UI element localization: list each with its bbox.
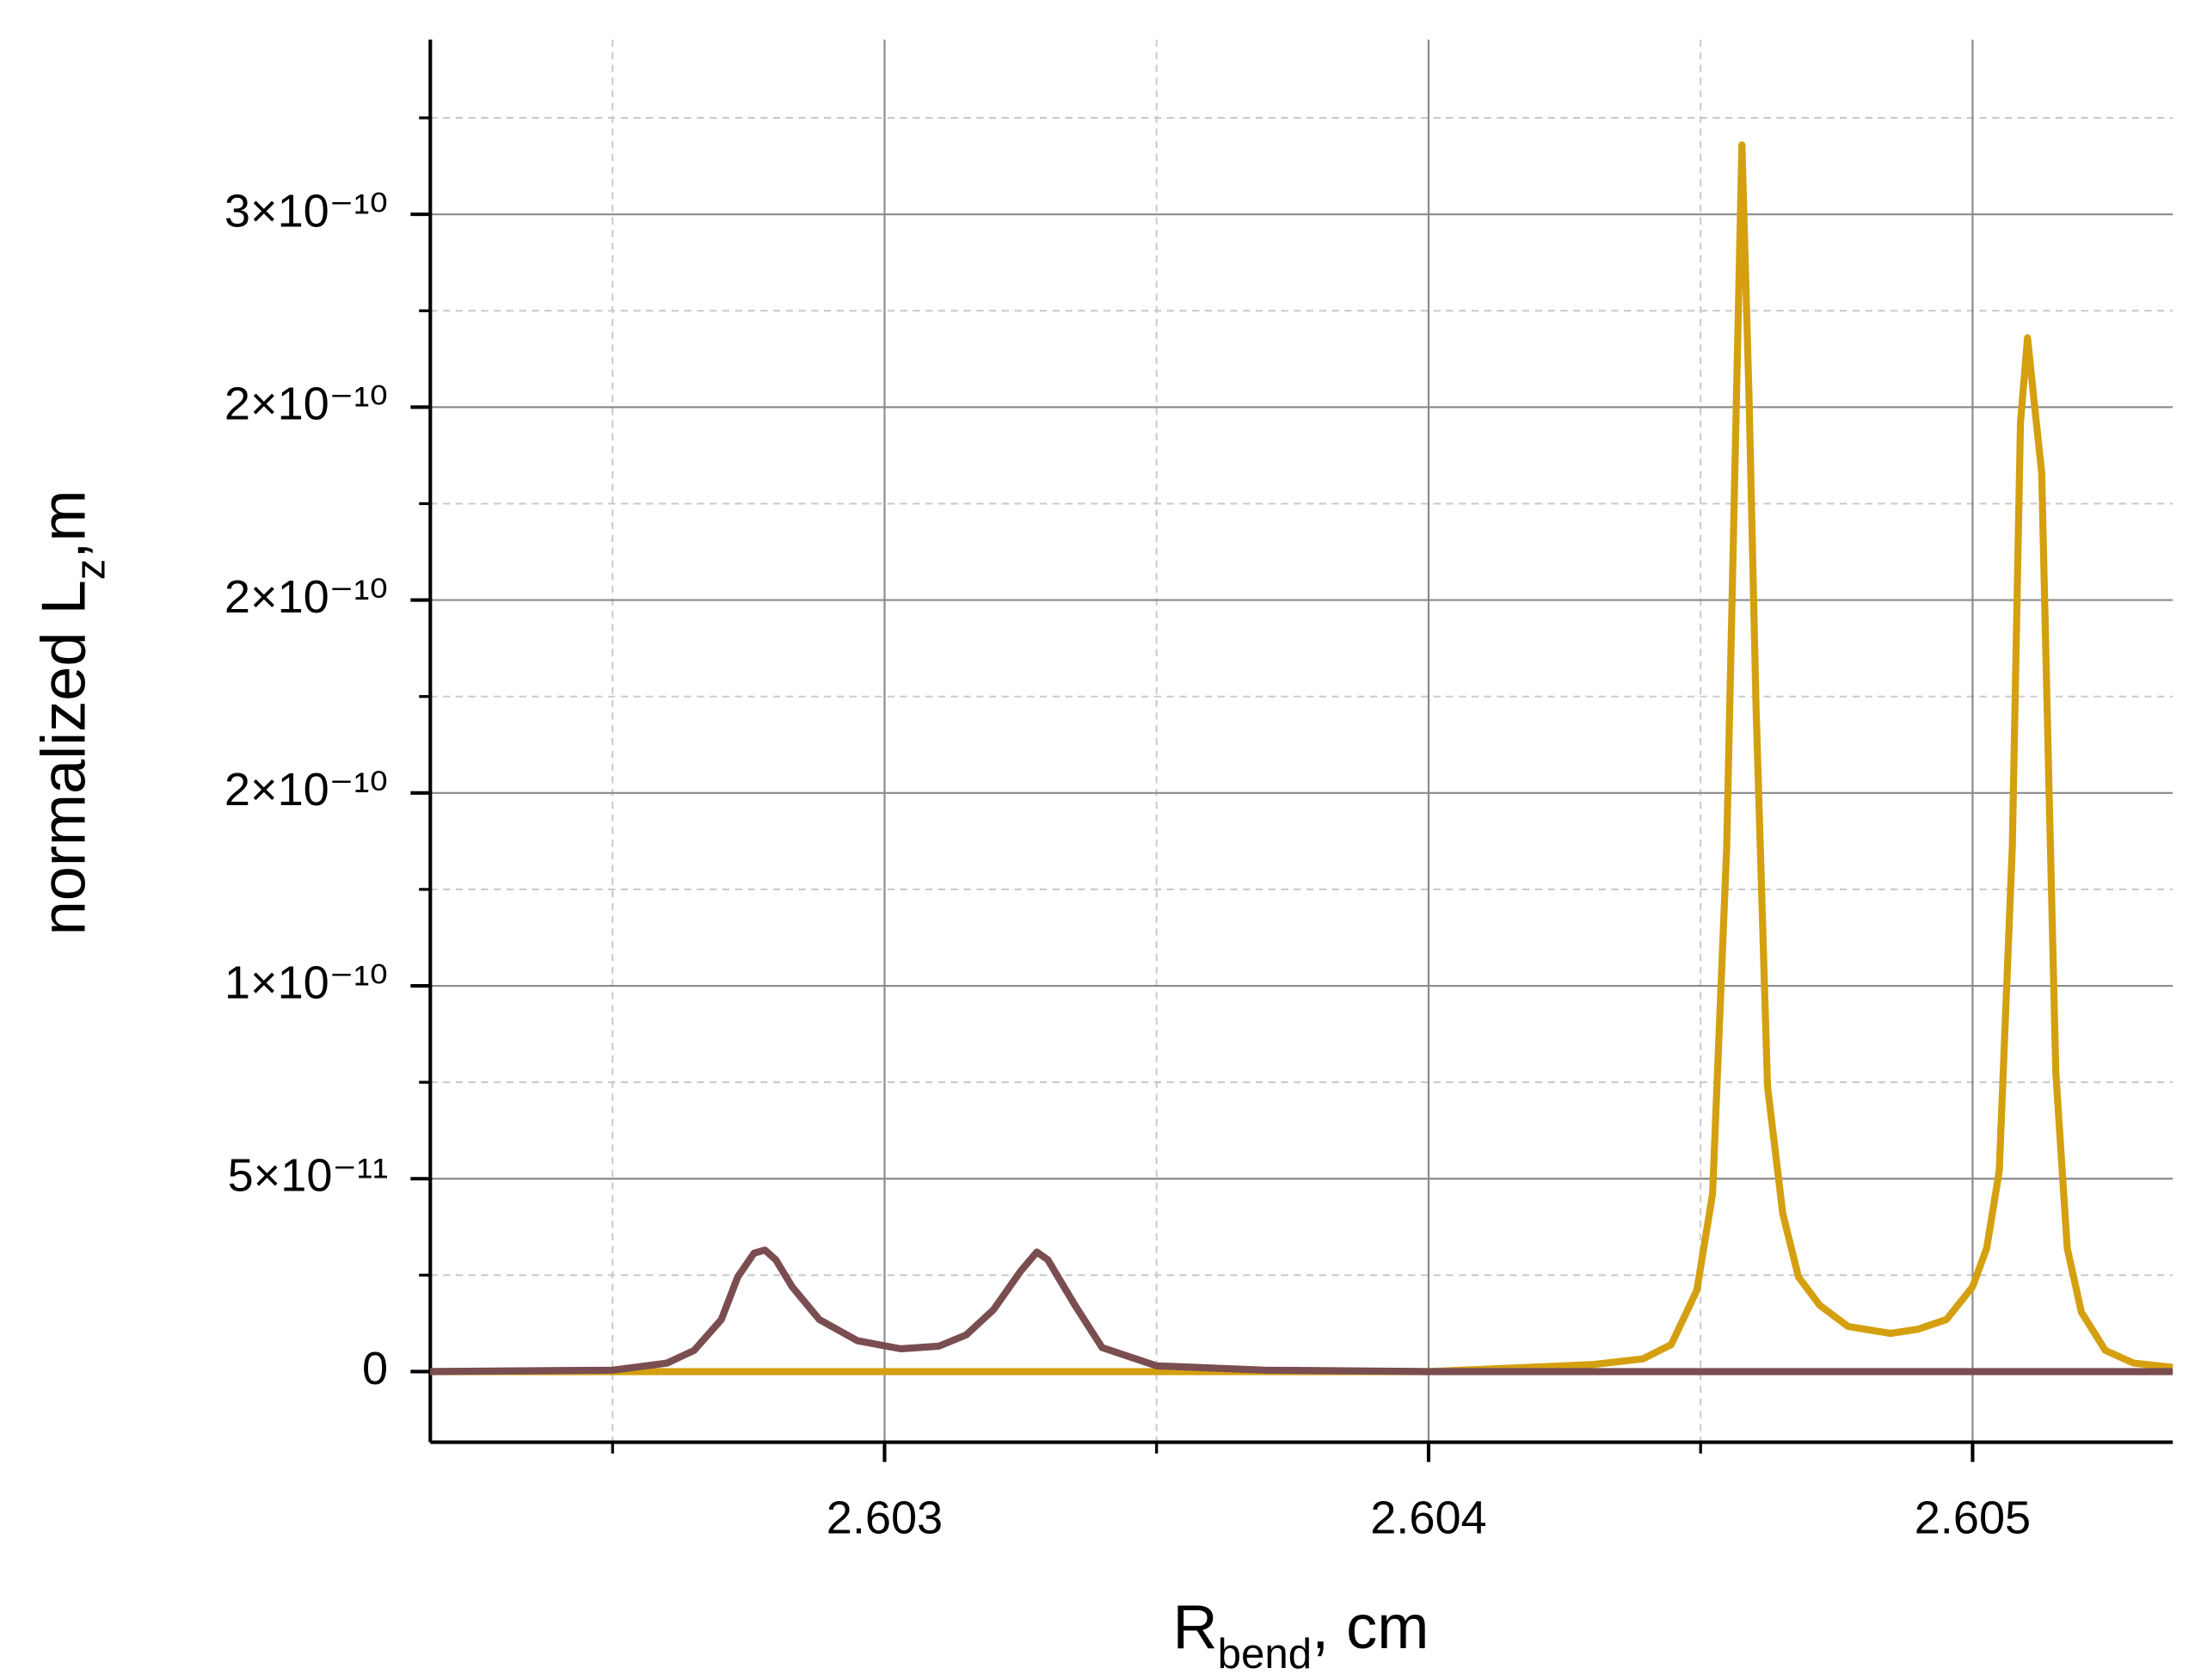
- y-tick-label: 1×10⁻¹⁰: [224, 957, 388, 1008]
- y-axis-label: normalized Lz,m: [29, 490, 114, 936]
- x-label-main: R: [1173, 1593, 1218, 1662]
- y-tick-label: 2×10⁻¹⁰: [224, 764, 388, 815]
- y-tick-label: 5×10⁻¹¹: [228, 1150, 389, 1202]
- y-tick-label: 3×10⁻¹⁰: [224, 185, 388, 237]
- x-axis-label: Rbend, cm: [1173, 1593, 1429, 1677]
- x-label-sub: bend: [1218, 1630, 1312, 1677]
- y-tick-label: 2×10⁻¹⁰: [224, 571, 388, 623]
- x-label-rest: , cm: [1312, 1593, 1429, 1662]
- x-tick-label: 2.604: [1370, 1492, 1486, 1544]
- y-tick-label: 0: [362, 1343, 388, 1394]
- data-line: [430, 141, 2173, 1375]
- x-tick-label: 2.605: [1915, 1492, 2031, 1544]
- data-line: [430, 1246, 2173, 1375]
- y-label-main: normalized L: [29, 580, 98, 935]
- y-tick-label: 2×10⁻¹⁰: [224, 378, 388, 430]
- x-tick-label: 2.603: [827, 1492, 943, 1544]
- y-label-rest: ,m: [29, 490, 98, 559]
- y-label-sub: z: [66, 559, 114, 581]
